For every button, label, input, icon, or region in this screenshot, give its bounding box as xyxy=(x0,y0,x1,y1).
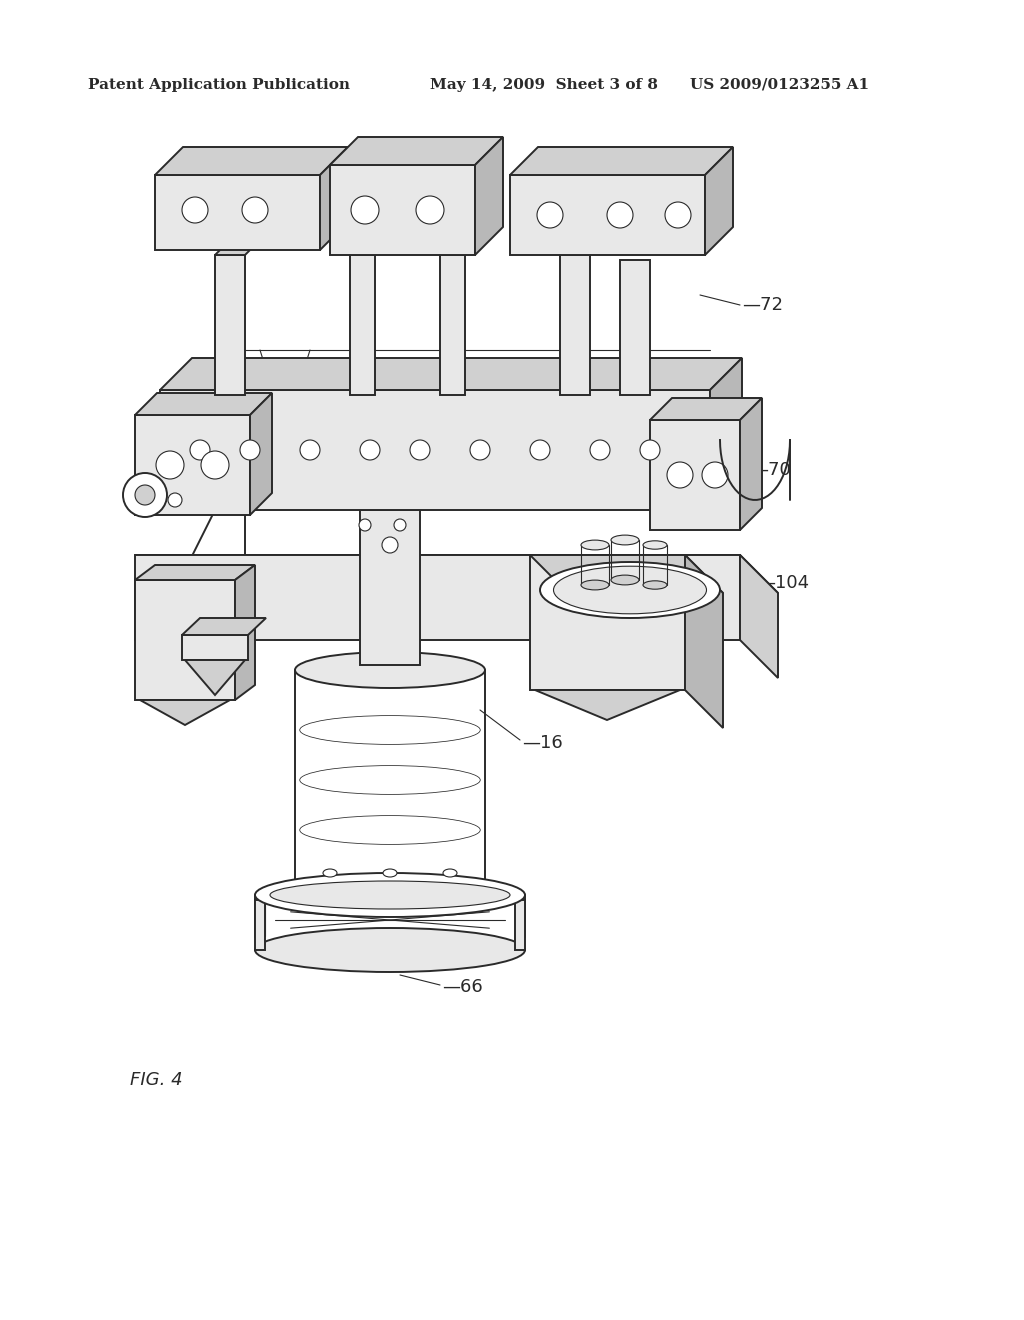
Polygon shape xyxy=(135,565,255,579)
Circle shape xyxy=(351,195,379,224)
Polygon shape xyxy=(360,510,420,665)
Polygon shape xyxy=(140,700,230,725)
Circle shape xyxy=(394,519,406,531)
Polygon shape xyxy=(705,147,733,255)
Polygon shape xyxy=(255,900,265,950)
Polygon shape xyxy=(215,227,273,255)
Polygon shape xyxy=(620,260,650,395)
Polygon shape xyxy=(215,255,245,395)
Circle shape xyxy=(665,202,691,228)
Ellipse shape xyxy=(443,869,457,876)
Circle shape xyxy=(416,195,444,224)
Text: —104: —104 xyxy=(757,574,809,591)
Text: —16: —16 xyxy=(522,734,563,752)
Ellipse shape xyxy=(581,540,609,550)
Polygon shape xyxy=(182,618,266,635)
Circle shape xyxy=(382,537,398,553)
Polygon shape xyxy=(650,420,740,531)
Polygon shape xyxy=(135,414,250,515)
Polygon shape xyxy=(135,554,740,640)
Polygon shape xyxy=(510,176,705,255)
Text: —72: —72 xyxy=(742,296,783,314)
Circle shape xyxy=(470,440,490,459)
Text: —66: —66 xyxy=(442,978,482,997)
Circle shape xyxy=(182,197,208,223)
Polygon shape xyxy=(740,554,778,678)
Circle shape xyxy=(359,519,371,531)
Polygon shape xyxy=(360,478,452,510)
Ellipse shape xyxy=(554,566,707,614)
Ellipse shape xyxy=(255,928,525,972)
Polygon shape xyxy=(160,358,742,389)
Ellipse shape xyxy=(643,581,667,589)
Ellipse shape xyxy=(323,869,337,876)
Polygon shape xyxy=(350,255,375,395)
Text: 14: 14 xyxy=(662,651,685,669)
Polygon shape xyxy=(155,176,319,249)
Circle shape xyxy=(410,440,430,459)
Ellipse shape xyxy=(295,652,485,688)
Circle shape xyxy=(190,440,210,459)
Ellipse shape xyxy=(255,873,525,917)
Ellipse shape xyxy=(270,880,510,909)
Circle shape xyxy=(667,462,693,488)
Circle shape xyxy=(156,451,184,479)
Polygon shape xyxy=(135,554,778,593)
Circle shape xyxy=(590,440,610,459)
Circle shape xyxy=(201,451,229,479)
Polygon shape xyxy=(475,137,503,255)
Polygon shape xyxy=(182,635,248,660)
Polygon shape xyxy=(330,165,475,255)
Polygon shape xyxy=(710,358,742,510)
Polygon shape xyxy=(510,147,733,176)
Ellipse shape xyxy=(611,576,639,585)
Polygon shape xyxy=(685,554,723,729)
Circle shape xyxy=(607,202,633,228)
Polygon shape xyxy=(650,399,762,420)
Circle shape xyxy=(123,473,167,517)
Circle shape xyxy=(360,440,380,459)
Circle shape xyxy=(242,197,268,223)
Polygon shape xyxy=(530,554,685,690)
Polygon shape xyxy=(135,579,234,700)
Polygon shape xyxy=(440,255,465,395)
Polygon shape xyxy=(160,389,710,510)
Text: May 14, 2009  Sheet 3 of 8: May 14, 2009 Sheet 3 of 8 xyxy=(430,78,658,92)
Polygon shape xyxy=(155,147,348,176)
Polygon shape xyxy=(185,660,245,696)
Polygon shape xyxy=(135,393,272,414)
Text: —70: —70 xyxy=(750,461,791,479)
Circle shape xyxy=(240,440,260,459)
Circle shape xyxy=(640,440,660,459)
Polygon shape xyxy=(234,565,255,700)
Circle shape xyxy=(168,492,182,507)
Ellipse shape xyxy=(643,541,667,549)
Circle shape xyxy=(537,202,563,228)
Circle shape xyxy=(300,440,319,459)
Circle shape xyxy=(530,440,550,459)
Polygon shape xyxy=(250,393,272,515)
Polygon shape xyxy=(330,137,503,165)
Ellipse shape xyxy=(581,579,609,590)
Polygon shape xyxy=(319,147,348,249)
Ellipse shape xyxy=(383,869,397,876)
Polygon shape xyxy=(560,255,590,395)
Text: Patent Application Publication: Patent Application Publication xyxy=(88,78,350,92)
Circle shape xyxy=(135,484,155,506)
Text: FIG. 4: FIG. 4 xyxy=(130,1071,182,1089)
Polygon shape xyxy=(535,690,680,719)
Ellipse shape xyxy=(611,535,639,545)
Polygon shape xyxy=(515,900,525,950)
Polygon shape xyxy=(740,399,762,531)
Polygon shape xyxy=(530,554,723,593)
Text: US 2009/0123255 A1: US 2009/0123255 A1 xyxy=(690,78,869,92)
Ellipse shape xyxy=(540,562,720,618)
Circle shape xyxy=(702,462,728,488)
